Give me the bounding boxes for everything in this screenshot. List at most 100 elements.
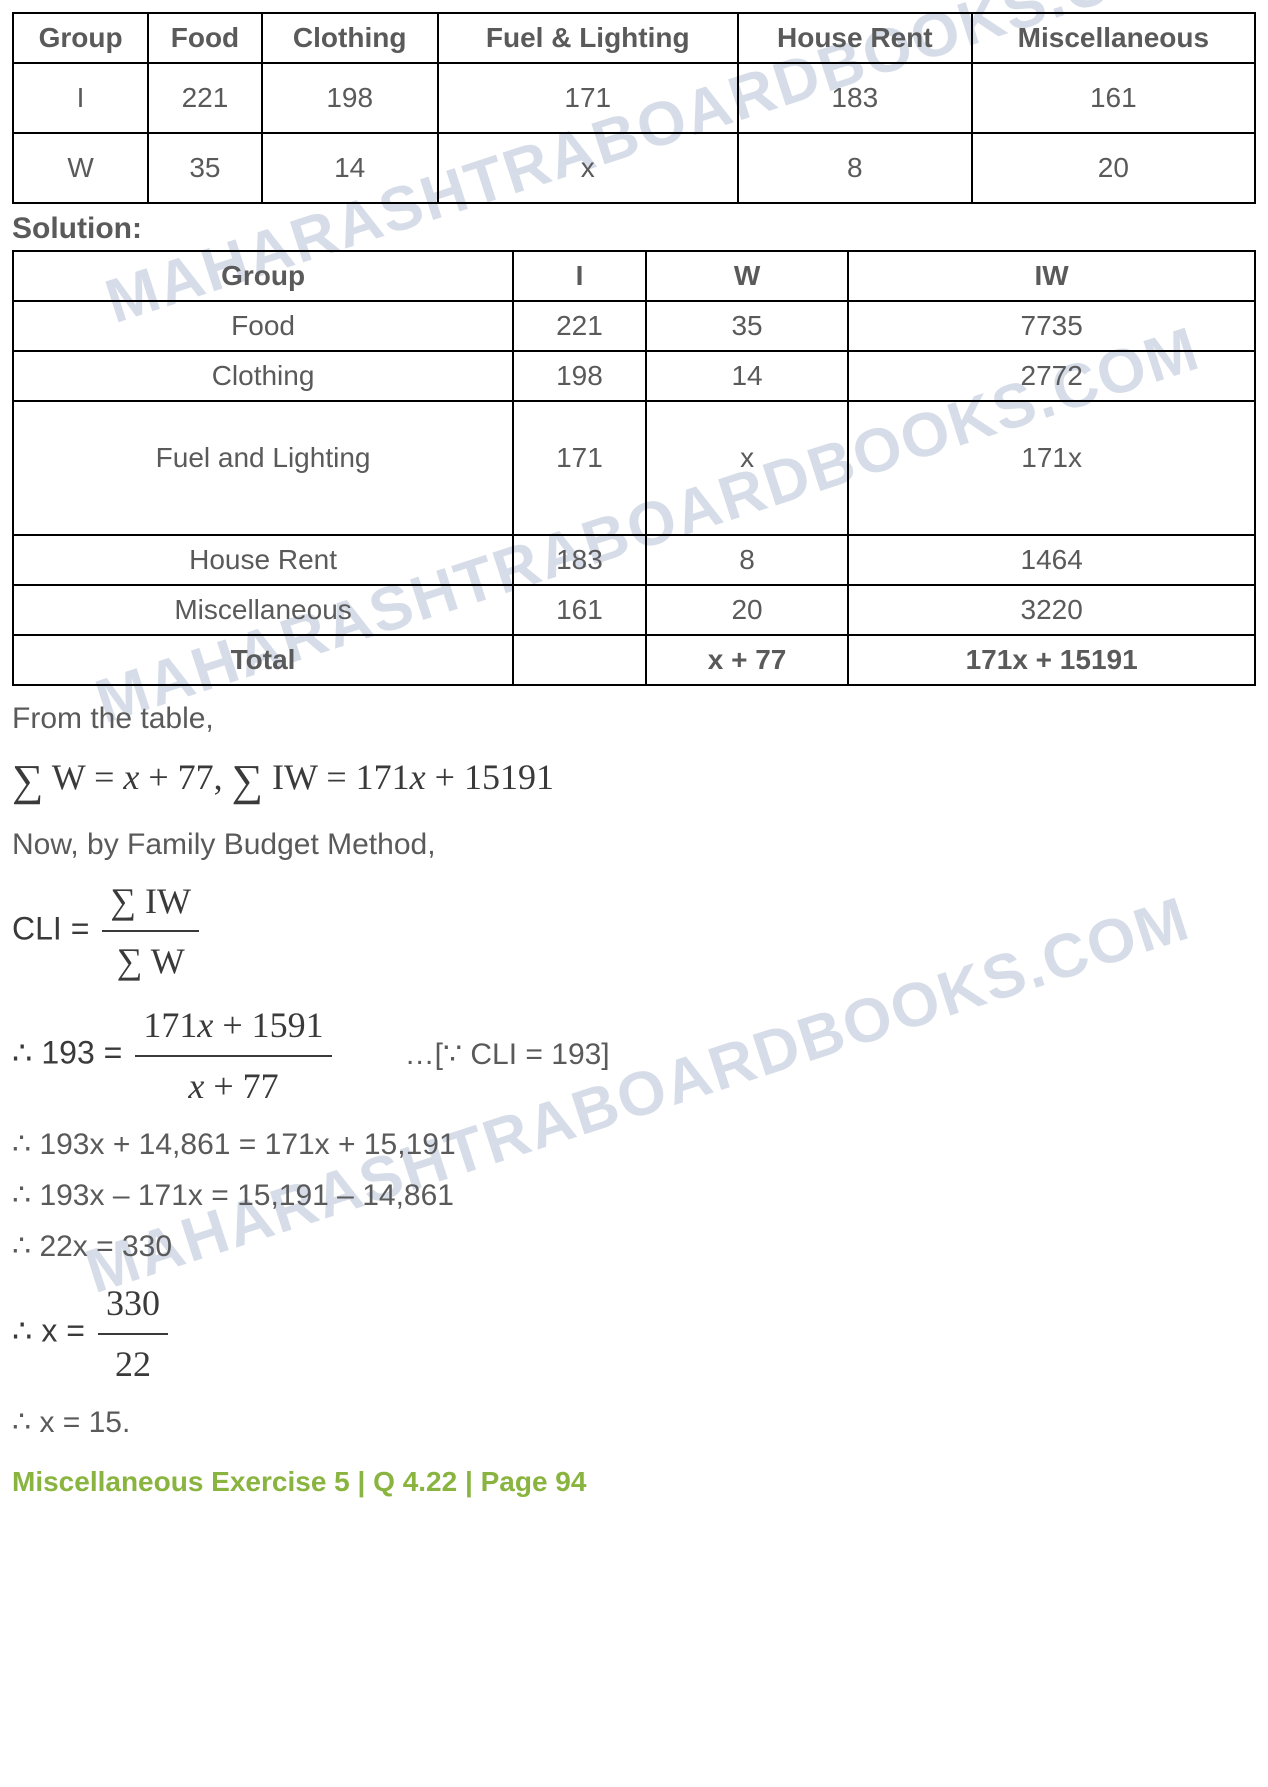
table-row: House Rent 183 8 1464 <box>13 535 1255 585</box>
cell: Total <box>13 635 513 685</box>
col-header: Group <box>13 13 148 63</box>
equation-step: ∴ 193x + 14,861 = 171x + 15,191 <box>12 1127 1256 1162</box>
eq-text: + 1591 <box>213 1005 323 1045</box>
fraction-den: x + 77 <box>135 1057 331 1111</box>
cell: Fuel and Lighting <box>13 401 513 535</box>
col-header: IW <box>848 251 1255 301</box>
cell: 14 <box>646 351 848 401</box>
solution-table: Group I W IW Food 221 35 7735 Clothing 1… <box>12 250 1256 686</box>
cell: 161 <box>972 63 1255 133</box>
col-header: Food <box>148 13 262 63</box>
fraction: 330 22 <box>98 1278 168 1389</box>
eq-var: x <box>197 1005 213 1045</box>
page-footer: Miscellaneous Exercise 5 | Q 4.22 | Page… <box>12 1466 1256 1498</box>
table-header-row: Group Food Clothing Fuel & Lighting Hous… <box>13 13 1255 63</box>
fraction: ∑ IW ∑ W <box>102 876 199 987</box>
fraction-den: 22 <box>98 1335 168 1389</box>
fraction-num: ∑ IW <box>102 876 199 932</box>
therefore-icon: ∴ <box>12 1179 31 1212</box>
sigma-icon: ∑ <box>12 756 43 805</box>
cell: 221 <box>148 63 262 133</box>
cell: 198 <box>513 351 646 401</box>
eq-text: x = <box>41 1313 85 1349</box>
eq-text: 193x + 14,861 = 171x + 15,191 <box>39 1128 455 1161</box>
eq-text: CLI = <box>12 910 89 946</box>
col-header: W <box>646 251 848 301</box>
eq-text: 171 <box>143 1005 197 1045</box>
text-from-table: From the table, <box>12 702 1256 736</box>
cell <box>513 635 646 685</box>
therefore-icon: ∴ <box>12 1128 31 1161</box>
eq-var: x <box>188 1066 204 1106</box>
table-row: I 221 198 171 183 161 <box>13 63 1255 133</box>
fraction-num: 171x + 1591 <box>135 1000 331 1056</box>
equation-step: ∴ 193x – 171x = 15,191 – 14,861 <box>12 1178 1256 1213</box>
cell: 221 <box>513 301 646 351</box>
cell: 2772 <box>848 351 1255 401</box>
cell: 20 <box>646 585 848 635</box>
cell: Food <box>13 301 513 351</box>
cell: 3220 <box>848 585 1255 635</box>
equation-cli-def: CLI = ∑ IW ∑ W <box>12 876 1256 987</box>
cell: 20 <box>972 133 1255 203</box>
equation-193: ∴ 193 = 171x + 1591 x + 77 …[∵ CLI = 193… <box>12 1000 1256 1111</box>
cell: 171 <box>513 401 646 535</box>
cell: 183 <box>513 535 646 585</box>
table-row: Fuel and Lighting 171 x 171x <box>13 401 1255 535</box>
eq-var: x <box>123 757 139 797</box>
cell: 8 <box>738 133 972 203</box>
cell: 183 <box>738 63 972 133</box>
fraction-den: ∑ W <box>102 932 199 986</box>
eq-text: + 77 <box>204 1066 278 1106</box>
table-total-row: Total x + 77 171x + 15191 <box>13 635 1255 685</box>
eq-text: 193x – 171x = 15,191 – 14,861 <box>39 1179 454 1212</box>
therefore-icon: ∴ <box>12 1230 31 1263</box>
eq-text: + 15191 <box>426 757 554 797</box>
cell: 14 <box>262 133 438 203</box>
cell: 171x + 15191 <box>848 635 1255 685</box>
col-header: Clothing <box>262 13 438 63</box>
equation-step-frac: ∴ x = 330 22 <box>12 1278 1256 1389</box>
col-header: I <box>513 251 646 301</box>
eq-text: + 77, <box>139 757 222 797</box>
col-header: House Rent <box>738 13 972 63</box>
cell: 35 <box>148 133 262 203</box>
cell: 8 <box>646 535 848 585</box>
therefore-icon: ∴ <box>12 1406 31 1439</box>
cell: 7735 <box>848 301 1255 351</box>
fraction: 171x + 1591 x + 77 <box>135 1000 331 1111</box>
table-row: Miscellaneous 161 20 3220 <box>13 585 1255 635</box>
therefore-icon: ∴ <box>12 1035 32 1071</box>
eq-var: x <box>410 757 426 797</box>
text-now-by: Now, by Family Budget Method, <box>12 828 1256 862</box>
cell: 171 <box>438 63 738 133</box>
fraction-num: 330 <box>98 1278 168 1334</box>
col-header: Miscellaneous <box>972 13 1255 63</box>
equation-step: ∴ x = 15. <box>12 1405 1256 1440</box>
eq-text: W = <box>52 757 115 797</box>
sigma-icon: ∑ <box>232 756 263 805</box>
cli-note: …[∵ CLI = 193] <box>405 1034 610 1076</box>
table-row: Clothing 198 14 2772 <box>13 351 1255 401</box>
therefore-icon: ∴ <box>12 1313 32 1349</box>
table-header-row: Group I W IW <box>13 251 1255 301</box>
eq-text: 193 = <box>41 1035 122 1071</box>
eq-text: IW = 171 <box>272 757 410 797</box>
col-header: Group <box>13 251 513 301</box>
table-row: Food 221 35 7735 <box>13 301 1255 351</box>
equation-sums: ∑ W = x + 77, ∑ IW = 171x + 15191 <box>12 750 1256 812</box>
cell: 161 <box>513 585 646 635</box>
col-header: Fuel & Lighting <box>438 13 738 63</box>
cell: W <box>13 133 148 203</box>
cell: x <box>646 401 848 535</box>
data-table-1: Group Food Clothing Fuel & Lighting Hous… <box>12 12 1256 204</box>
eq-text: 22x = 330 <box>39 1230 172 1263</box>
cell: x <box>438 133 738 203</box>
table-row: W 35 14 x 8 20 <box>13 133 1255 203</box>
cell: Clothing <box>13 351 513 401</box>
cell: 35 <box>646 301 848 351</box>
cell: I <box>13 63 148 133</box>
cell: Miscellaneous <box>13 585 513 635</box>
cell: 198 <box>262 63 438 133</box>
equation-step: ∴ 22x = 330 <box>12 1229 1256 1264</box>
